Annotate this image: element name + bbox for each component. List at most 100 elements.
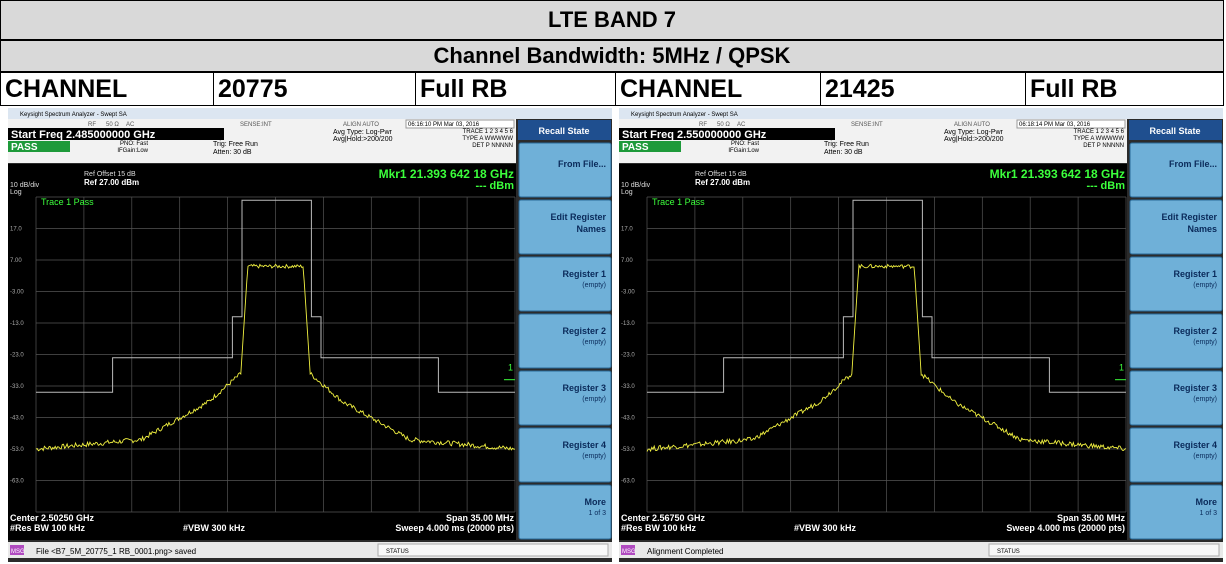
trace: [35, 263, 515, 452]
title-bar: [619, 108, 1223, 119]
trace-label: Trace 1 Pass: [41, 197, 94, 207]
softkey-label: Register 4: [562, 440, 606, 450]
type-row: TYPE A WWWWW: [462, 136, 513, 142]
y-tick-label: -23.0: [10, 353, 24, 359]
y-tick-label: 7.00: [621, 258, 633, 264]
timestamp: 06:18:14 PM Mar 03, 2016: [1019, 122, 1091, 128]
channel-label: CHANNEL: [0, 72, 214, 106]
softkey-sub: (empty): [582, 339, 606, 346]
ohm: 50 Ω: [717, 122, 730, 128]
center: Center 2.50250 GHz: [10, 513, 95, 523]
atten: Atten: 30 dB: [213, 149, 252, 156]
trace-label: Trace 1 Pass: [652, 197, 705, 207]
marker: Mkr1 21.393 642 18 GHz: [990, 167, 1125, 181]
softkey-label: More: [584, 497, 606, 507]
softkey[interactable]: [1129, 313, 1223, 369]
marker-number: 1: [508, 362, 513, 372]
softkey-label: More: [1195, 497, 1217, 507]
start-freq: Start Freq 2.550000000 GHz: [622, 129, 767, 141]
softkey[interactable]: [518, 427, 612, 483]
softkey[interactable]: [1129, 142, 1223, 198]
avg-type: Avg Type: Log-Pwr: [944, 129, 1004, 136]
scale: 10 dB/div: [10, 182, 40, 189]
softkey[interactable]: [518, 484, 612, 540]
softkey-sub: (empty): [1193, 282, 1217, 289]
menu-title: Recall State: [1149, 126, 1200, 136]
sense: SENSE:INT: [240, 122, 272, 128]
softkey-sub: (empty): [582, 396, 606, 403]
sense: SENSE:INT: [851, 122, 883, 128]
span: Span 35.00 MHz: [1057, 513, 1126, 523]
res-bw: #Res BW 100 kHz: [10, 523, 86, 533]
plot-bg: [8, 164, 516, 540]
scale: 10 dB/div: [621, 182, 651, 189]
status-bar: STATUS: [386, 549, 409, 555]
app-title: Keysight Spectrum Analyzer - Swept SA: [631, 112, 738, 118]
analyzer-screen: Keysight Spectrum Analyzer - Swept SA RF 5…: [8, 108, 612, 562]
freq-box: [8, 128, 224, 140]
y-tick-label: -43.0: [621, 416, 635, 422]
softkey[interactable]: [518, 256, 612, 312]
softkey-sub: 1 of 3: [588, 510, 606, 517]
det-row: DET P NNNNN: [1083, 143, 1124, 149]
type-row: TYPE A WWWWW: [1073, 136, 1124, 142]
subtitle: Channel Bandwidth: 5MHz / QPSK: [0, 40, 1224, 72]
softkey[interactable]: [1129, 427, 1223, 483]
softkey[interactable]: [1129, 484, 1223, 540]
vbw: #VBW 300 kHz: [183, 523, 246, 533]
softkey[interactable]: [1129, 370, 1223, 426]
softkey[interactable]: [518, 313, 612, 369]
avg-type: Avg Type: Log-Pwr: [333, 129, 393, 136]
ref: Ref 27.00 dBm: [84, 178, 139, 187]
status: PASS: [11, 142, 38, 153]
y-tick-label: -3.00: [621, 290, 635, 296]
trace-row: TRACE 1 2 3 4 5 6: [1074, 129, 1125, 135]
span: Span 35.00 MHz: [446, 513, 515, 523]
msg: Alignment Completed: [647, 547, 723, 556]
softkey[interactable]: [518, 370, 612, 426]
softkey-label: Register 1: [562, 269, 606, 279]
log: Log: [621, 189, 633, 196]
status-field: [377, 543, 609, 557]
softkey[interactable]: [518, 142, 612, 198]
start-freq: Start Freq 2.485000000 GHz: [11, 129, 156, 141]
softkey[interactable]: [1129, 199, 1223, 255]
y-tick-label: -33.0: [10, 384, 24, 390]
marker-value: --- dBm: [476, 180, 515, 192]
rf: RF: [699, 122, 707, 128]
time-box: [405, 119, 515, 129]
rb: Full RB: [415, 72, 616, 106]
softkey[interactable]: [1129, 256, 1223, 312]
softkey-sub: (empty): [1193, 453, 1217, 460]
softkey-label: Register 2: [1173, 326, 1217, 336]
avg-hold: Avg|Hold:>200/200: [333, 136, 393, 143]
analyzer-screen: Keysight Spectrum Analyzer - Swept SA RF 5…: [619, 108, 1223, 562]
menu-title-bg: [1129, 120, 1222, 140]
y-tick-label: 17.0: [621, 227, 633, 233]
y-tick-label: -63.0: [10, 479, 24, 485]
ref-offset: Ref Offset 15 dB: [84, 171, 136, 178]
menu-title-bg: [518, 120, 611, 140]
softkey-sub: (empty): [582, 282, 606, 289]
align: ALIGN AUTO: [343, 122, 379, 128]
det-row: DET P NNNNN: [472, 143, 513, 149]
softkey[interactable]: [518, 199, 612, 255]
softkey-label: Edit Register Names: [550, 212, 606, 234]
marker-value: --- dBm: [1087, 180, 1126, 192]
avg-hold: Avg|Hold:>200/200: [944, 136, 1004, 143]
rb: Full RB: [1025, 72, 1224, 106]
time-box: [1016, 119, 1126, 129]
softkey-label: From File...: [1169, 159, 1217, 169]
status-field: [988, 543, 1220, 557]
app-title: Keysight Spectrum Analyzer - Swept SA: [20, 112, 127, 118]
softkey-sub: 1 of 3: [1199, 510, 1217, 517]
timestamp: 06:16:10 PM Mar 03, 2016: [408, 122, 480, 128]
softkey-sub: (empty): [1193, 396, 1217, 403]
ac: AC: [126, 122, 135, 128]
msg-tag: MSG: [11, 549, 25, 555]
status-box: [8, 141, 70, 152]
ref: Ref 27.00 dBm: [695, 178, 750, 187]
status: PASS: [622, 142, 649, 153]
y-tick-label: -23.0: [621, 353, 635, 359]
